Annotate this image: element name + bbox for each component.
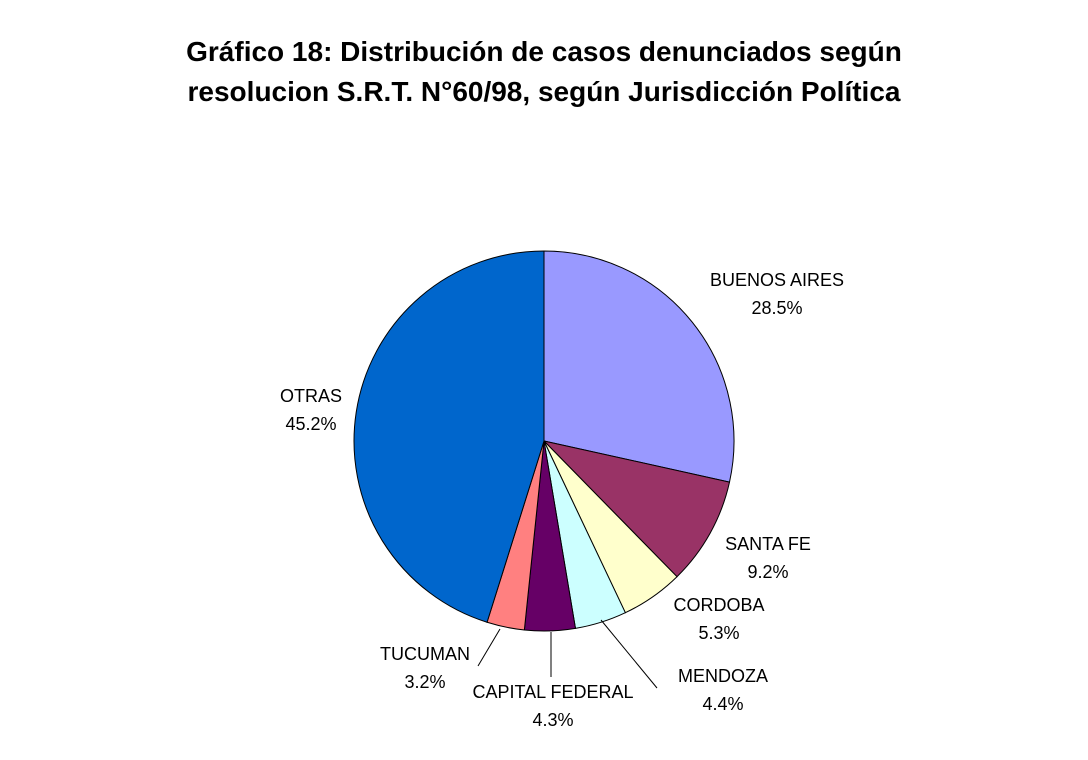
slice-label-name-otras: OTRAS bbox=[280, 386, 342, 406]
pie-slice-buenos-aires bbox=[543, 250, 735, 483]
pie-labels: BUENOS AIRES 28.5% SANTA FE 9.2% CORDOBA 5.3%… bbox=[280, 270, 844, 730]
slice-label-value-tucuman: 3.2% bbox=[404, 672, 445, 692]
slice-label-name-capital-federal: CAPITAL FEDERAL bbox=[472, 682, 633, 702]
pie-slice-santa-fe bbox=[542, 440, 731, 578]
pie-slices bbox=[353, 250, 735, 632]
slice-label-name-tucuman: TUCUMAN bbox=[380, 644, 470, 664]
pie-leader-lines bbox=[477, 619, 658, 689]
leader-line-tucuman bbox=[477, 628, 501, 667]
slice-label-value-capital-federal: 4.3% bbox=[532, 710, 573, 730]
slice-label-value-santa-fe: 9.2% bbox=[747, 562, 788, 582]
slice-label-name-mendoza: MENDOZA bbox=[678, 666, 768, 686]
pie-slice-otras bbox=[353, 250, 545, 623]
slice-label-name-santa-fe: SANTA FE bbox=[725, 534, 811, 554]
leader-line-mendoza bbox=[600, 619, 658, 689]
slice-label-name-cordoba: CORDOBA bbox=[673, 595, 764, 615]
slice-label-value-mendoza: 4.4% bbox=[702, 694, 743, 714]
slice-label-name-buenos-aires: BUENOS AIRES bbox=[710, 270, 844, 290]
slice-label-value-cordoba: 5.3% bbox=[698, 623, 739, 643]
chart-title-line-2: resolucion S.R.T. N°60/98, según Jurisdi… bbox=[187, 76, 901, 107]
slice-label-value-buenos-aires: 28.5% bbox=[751, 298, 802, 318]
chart-title-line-1: Gráfico 18: Distribución de casos denunc… bbox=[186, 36, 902, 67]
slice-label-value-otras: 45.2% bbox=[285, 414, 336, 434]
chart-title: Gráfico 18: Distribución de casos denunc… bbox=[0, 32, 1088, 112]
